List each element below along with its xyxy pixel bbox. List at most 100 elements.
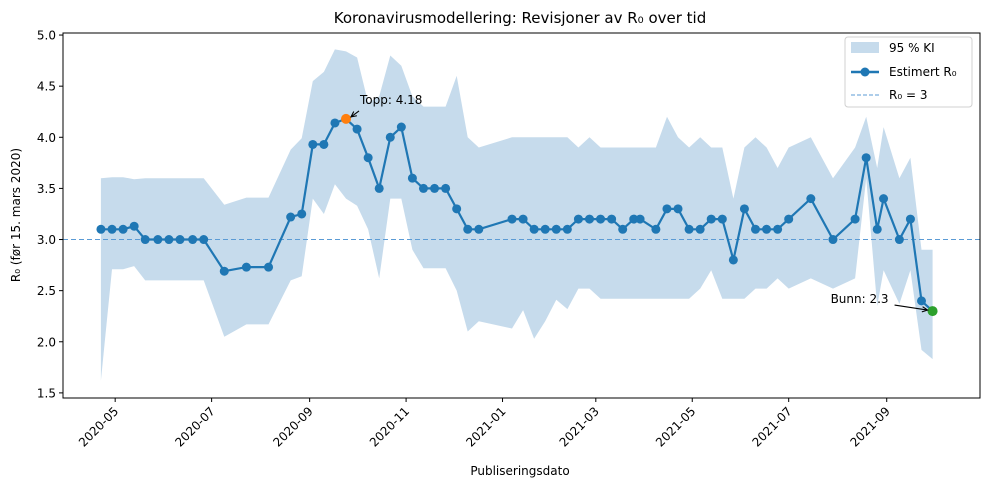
data-point [828,235,838,245]
data-point [635,214,645,224]
annotation-arrow [894,304,928,311]
peak-annotation: Topp: 4.18 [359,93,422,107]
x-tick-label: 2020-05 [76,404,121,449]
data-point [374,183,384,193]
data-point [739,204,749,214]
data-point [905,214,915,224]
data-point [385,132,395,142]
data-point [618,224,628,234]
x-tick-label: 2021-01 [463,404,508,449]
y-axis-label: R₀ (før 15. mars 2020) [9,148,23,282]
data-point [418,183,428,193]
data-point [430,183,440,193]
plot-area: Topp: 4.18 Bunn: 2.3 [63,49,980,381]
data-point [562,224,572,234]
data-point [762,224,772,234]
chart-title: Koronavirusmodellering: Revisjoner av R₀… [334,9,706,27]
data-point [507,214,517,224]
data-point [463,224,473,234]
x-tick-label: 2020-09 [270,404,315,449]
x-tick-label: 2020-11 [367,404,412,449]
data-point [651,224,661,234]
x-axis: 2020-05 2020-07 2020-09 2020-11 2021-01 2021-… [76,398,893,450]
data-point [107,224,117,234]
data-point [894,235,904,245]
y-tick-label: 5.0 [37,29,56,43]
data-point [175,235,185,245]
arrow-head-icon [921,306,929,313]
confidence-band [100,49,933,381]
data-point [264,262,274,272]
y-tick-label: 3.5 [37,182,56,196]
data-point [784,214,794,224]
annotation-arrow [350,110,360,118]
data-point [441,183,451,193]
trough-annotation: Bunn: 2.3 [831,292,889,306]
x-tick-label: 2021-05 [653,404,698,449]
data-point [140,235,150,245]
data-point [551,224,561,234]
x-axis-label: Publiseringsdato [470,464,569,478]
legend-box [844,36,973,108]
legend: 95 % KI Estimert R₀ R₀ = 3 [844,36,973,108]
data-point [118,224,128,234]
data-point [529,224,539,234]
data-point [452,204,462,214]
legend-label-reference: R₀ = 3 [889,88,927,102]
data-point [474,224,484,234]
data-point [872,224,882,234]
data-point [407,173,417,183]
data-point [629,214,639,224]
data-point [773,224,783,234]
data-point [540,224,550,234]
x-tick-label: 2021-09 [847,404,892,449]
arrow-head-icon [349,111,357,118]
data-point [850,214,860,224]
legend-label-estimate: Estimert R₀ [889,65,957,79]
data-point [879,194,889,204]
y-tick-label: 2.0 [37,335,56,349]
data-point [96,224,106,234]
y-tick-label: 4.0 [37,131,56,145]
legend-label-ci: 95 % KI [889,41,935,55]
data-point [673,204,683,214]
data-point [241,262,251,272]
data-point [684,224,694,234]
data-point [584,214,594,224]
data-point [188,235,198,245]
data-point [129,221,139,231]
data-point [199,235,209,245]
x-tick-label: 2021-03 [557,404,602,449]
data-point [363,153,373,163]
data-point [308,139,318,149]
axes-frame [62,32,981,399]
data-point [695,224,705,234]
legend-marker-icon [860,67,870,77]
data-point [728,255,738,265]
data-point [319,139,329,149]
y-tick-label: 4.5 [37,80,56,94]
data-point [717,214,727,224]
data-point [573,214,583,224]
x-tick-label: 2021-07 [749,404,794,449]
data-point [706,214,716,224]
data-point [750,224,760,234]
data-point [297,209,307,219]
y-tick-label: 1.5 [37,386,56,400]
data-point [330,118,340,128]
data-point [607,214,617,224]
y-tick-label: 3.0 [37,233,56,247]
data-point [396,122,406,132]
data-point [596,214,606,224]
data-point [219,266,229,276]
y-tick-label: 2.5 [37,284,56,298]
data-point [164,235,174,245]
data-point [861,153,871,163]
trough-marker [927,306,938,317]
data-point [917,296,927,306]
peak-marker [341,113,352,124]
data-point [153,235,163,245]
data-point [518,214,528,224]
